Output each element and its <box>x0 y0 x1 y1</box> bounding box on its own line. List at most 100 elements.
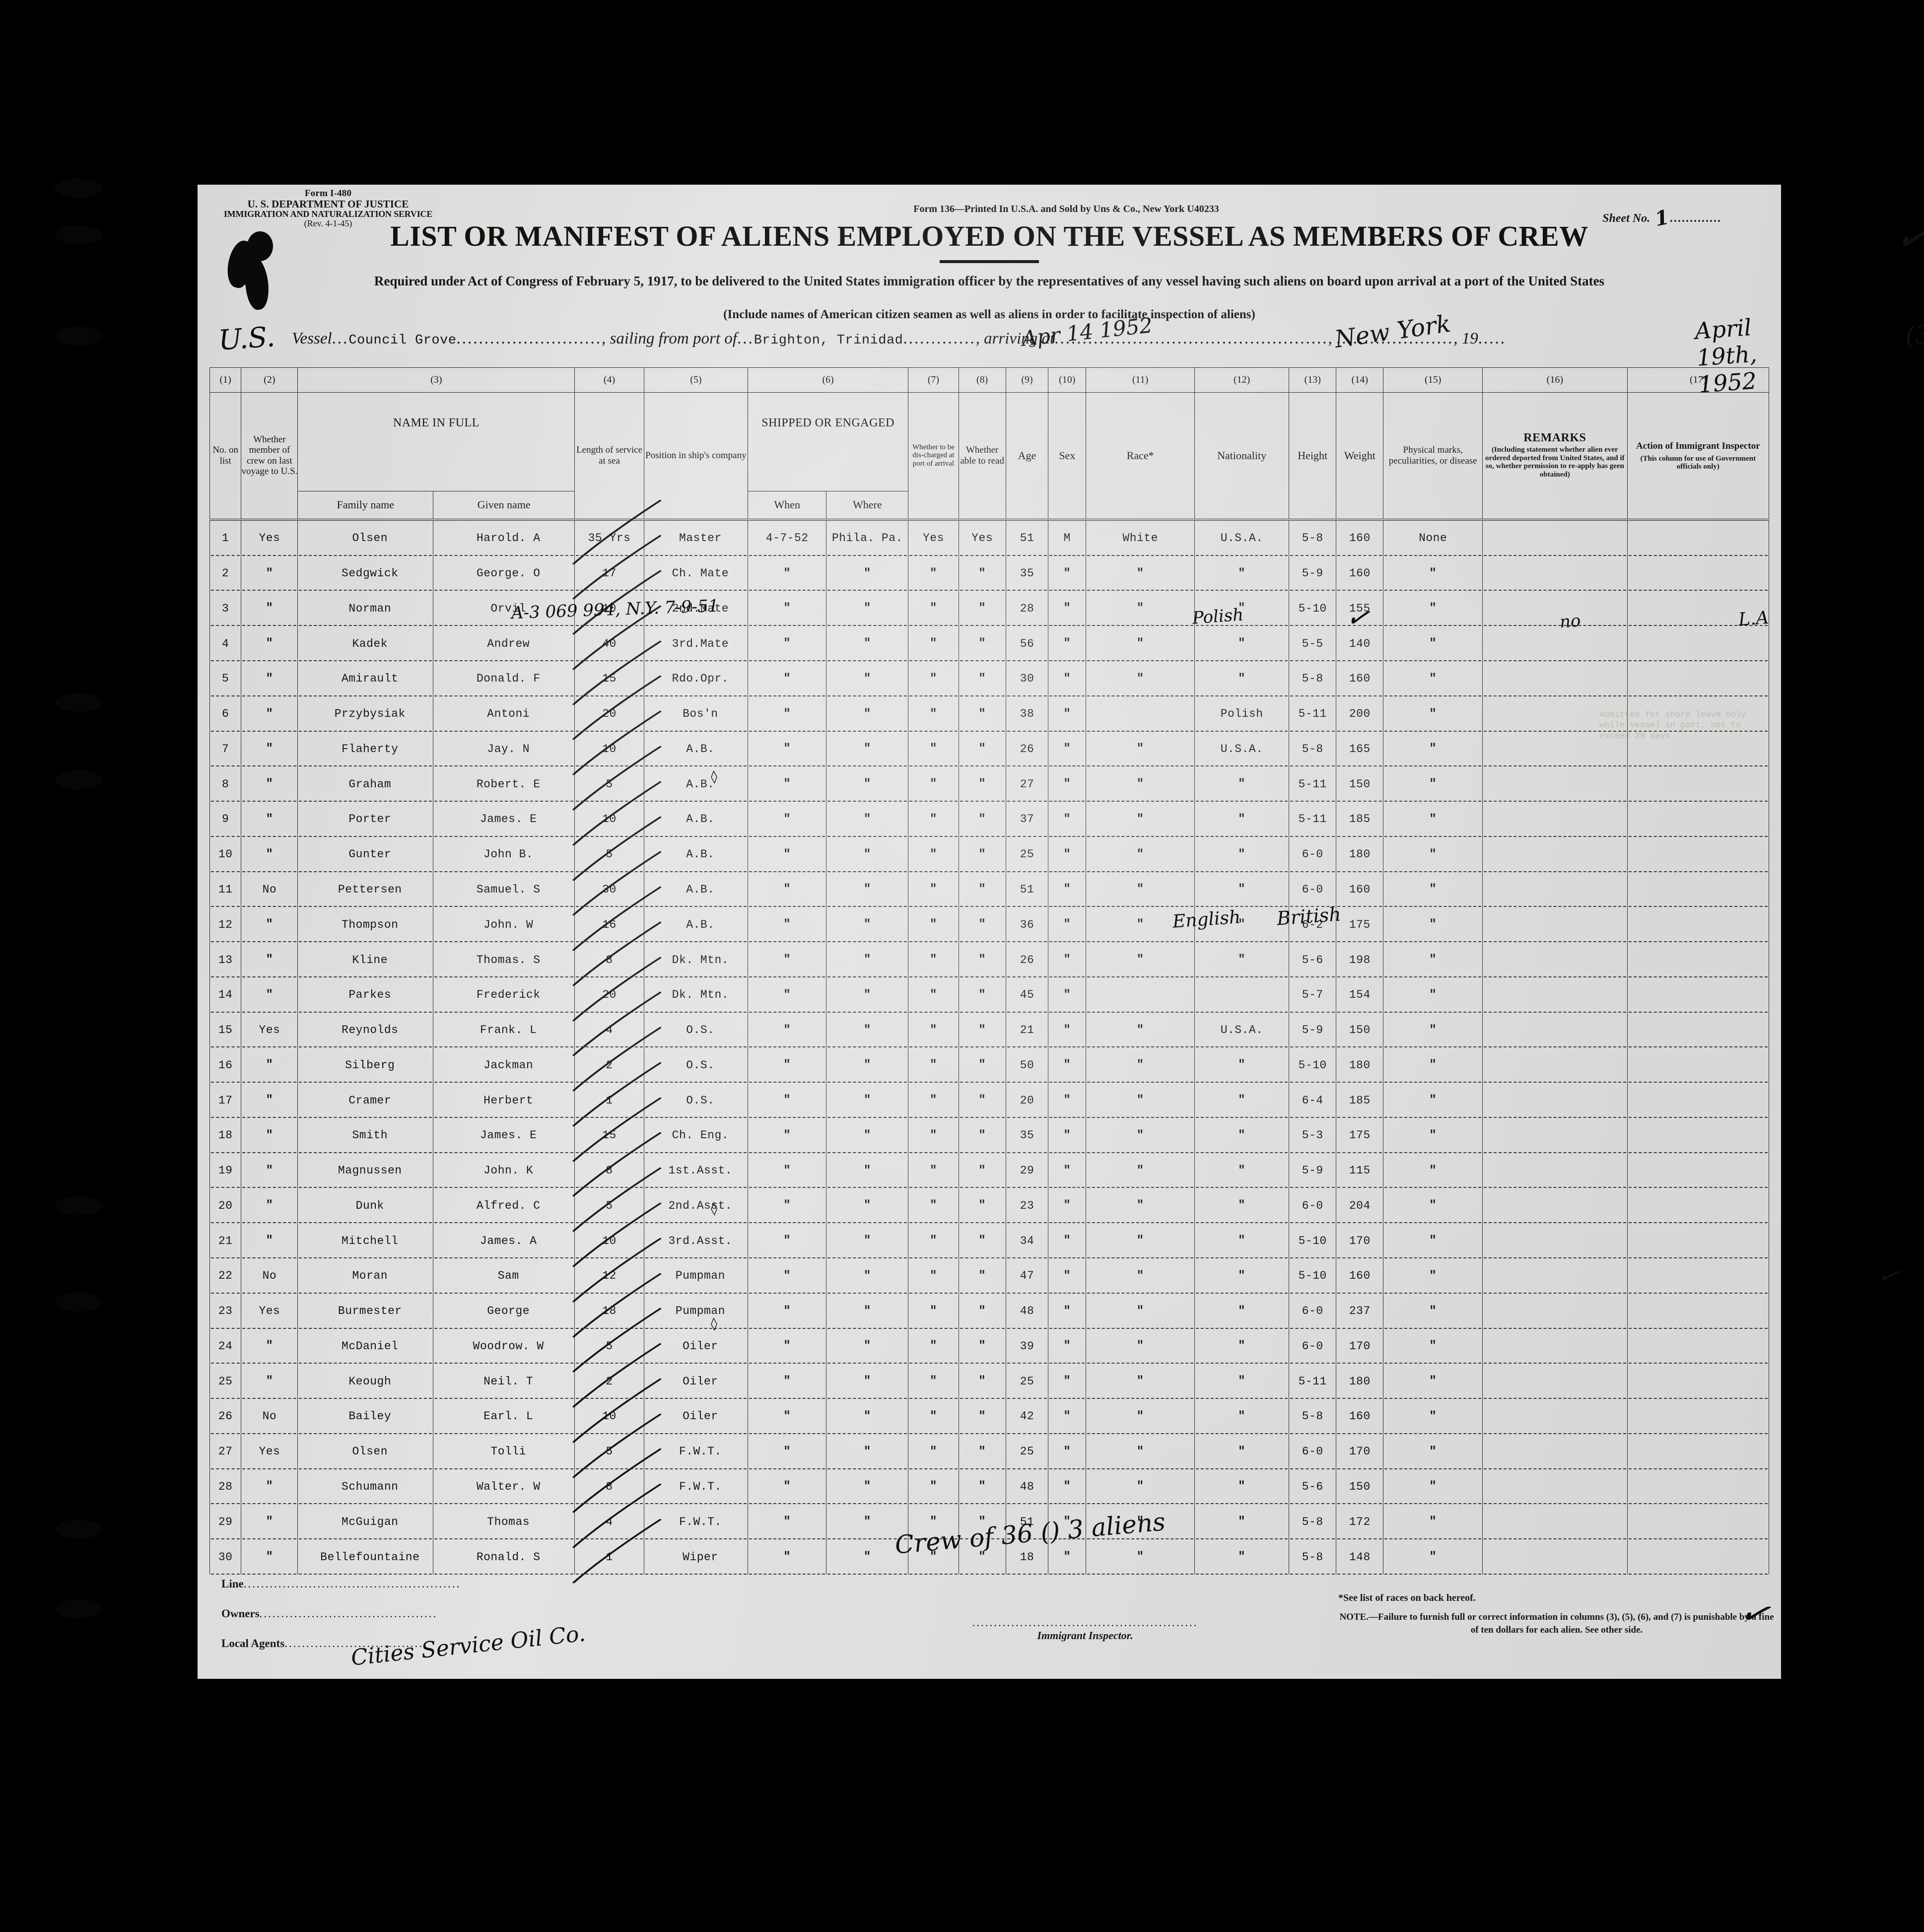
whether-able-to-read-value: " <box>978 1375 986 1388</box>
cell-family-name: McGuigan <box>297 1504 434 1540</box>
family-name-value: Pettersen <box>338 883 402 896</box>
shipped-when-value: " <box>783 1339 791 1353</box>
cell-inspector-action <box>1627 1258 1770 1294</box>
age-value: 29 <box>1020 1164 1034 1177</box>
cell-whether-discharged: " <box>908 696 959 732</box>
cell-family-name: Bailey <box>297 1399 434 1434</box>
cell-shipped-where: " <box>826 1223 909 1259</box>
cell-inspector-action <box>1627 1434 1770 1469</box>
cell-crew-last-voyage: " <box>241 1047 298 1083</box>
crew-last-voyage-value: " <box>266 1339 274 1353</box>
position-value: A.B. <box>686 777 715 791</box>
race-value: " <box>1136 602 1144 616</box>
cell-physical-marks: " <box>1383 1188 1483 1224</box>
cell-given-name: Frank. L <box>433 1012 575 1048</box>
crew-last-voyage-value: " <box>266 953 274 966</box>
sheet-number-field: Sheet No. 1 ............. <box>1602 204 1721 231</box>
header-given-name: Given name <box>433 490 575 521</box>
given-name-value: Thomas <box>487 1515 530 1528</box>
cell-nationality: " <box>1194 626 1290 661</box>
given-name-value: George <box>487 1305 530 1318</box>
position-value: A.B. <box>686 848 715 861</box>
cell-position: O.S. <box>643 1012 748 1048</box>
weight-value: 185 <box>1349 813 1371 826</box>
crew-last-voyage-value: Yes <box>259 1024 280 1037</box>
crew-last-voyage-value: Yes <box>259 1445 280 1458</box>
row-number-value: 7 <box>222 742 229 756</box>
race-value: " <box>1136 1515 1144 1529</box>
cell-length-of-service: 16 <box>572 886 662 951</box>
cell-shipped-where: " <box>826 731 909 767</box>
cell-nationality: " <box>1194 1434 1290 1469</box>
height-value: 5-11 <box>1298 707 1327 721</box>
whether-discharged-value: " <box>929 777 937 791</box>
cell-inspector-action <box>1627 1223 1770 1259</box>
position-value: F.W.T. <box>679 1480 722 1493</box>
cell-height: 5-10 <box>1289 1047 1337 1083</box>
position-value: 1st.Asst. <box>668 1164 733 1177</box>
table-row: 5 " Amirault Donald. F 15 Rdo.Opr. " " " " 30 " " " 5-… <box>209 640 1770 705</box>
cell-race: " <box>1086 907 1195 943</box>
cell-given-name: Walter. W <box>433 1469 575 1505</box>
cell-shipped-when: " <box>747 977 827 1013</box>
header-physical-marks: Physical marks, peculiarities, or diseas… <box>1383 392 1483 521</box>
cell-weight: 170 <box>1336 1434 1384 1469</box>
crew-last-voyage-value: " <box>266 742 274 756</box>
cell-given-name: Woodrow. W <box>433 1328 575 1364</box>
cell-given-name: Sam <box>433 1258 575 1294</box>
cell-sex: M <box>1048 519 1087 556</box>
whether-discharged-value: " <box>929 707 937 721</box>
weight-value: 170 <box>1349 1445 1371 1458</box>
cell-crew-last-voyage: " <box>241 626 298 661</box>
position-value: O.S. <box>686 1024 715 1037</box>
cell-whether-discharged: " <box>908 907 959 943</box>
cell-crew-last-voyage: " <box>241 907 298 943</box>
weight-value: 160 <box>1349 883 1371 896</box>
cell-age: 30 <box>1005 661 1049 696</box>
physical-marks-value: " <box>1429 847 1437 861</box>
cell-race: " <box>1086 731 1195 767</box>
cell-row-number: 4 <box>209 626 242 661</box>
cell-row-number: 23 <box>209 1293 242 1329</box>
cell-age: 26 <box>1005 942 1049 977</box>
shipped-where-value: " <box>863 1339 871 1353</box>
cell-crew-last-voyage: " <box>241 802 298 837</box>
cell-whether-able-to-read: " <box>958 555 1006 591</box>
cell-position: 3rd.Mate <box>643 626 748 661</box>
length-of-service-value: 18 <box>602 1305 617 1318</box>
cell-inspector-action <box>1627 1328 1770 1364</box>
height-value: 6-0 <box>1302 883 1323 896</box>
cell-whether-discharged: " <box>908 836 959 872</box>
shipped-where-value: " <box>863 1234 871 1248</box>
shipped-when-value: " <box>783 847 791 861</box>
family-name-value: Przybysiak <box>334 707 406 721</box>
row-number-value: 18 <box>218 1129 233 1142</box>
cell-physical-marks: " <box>1383 1153 1483 1188</box>
cell-sex: " <box>1048 1117 1087 1153</box>
colnum-8: (8) <box>958 367 1006 393</box>
sex-value: " <box>1063 1445 1071 1458</box>
cell-crew-last-voyage: Yes <box>241 1293 298 1329</box>
cell-row-number: 17 <box>209 1083 242 1118</box>
shipped-when-value: " <box>783 777 791 791</box>
cell-nationality <box>1194 977 1290 1013</box>
cell-given-name: Orvil <box>433 591 575 626</box>
cell-shipped-where: " <box>826 872 909 907</box>
cell-weight: 237 <box>1336 1293 1384 1329</box>
cell-nationality: " <box>1194 1364 1290 1399</box>
cell-shipped-when: " <box>747 1293 827 1329</box>
cell-inspector-action <box>1627 1293 1770 1329</box>
cell-nationality: " <box>1194 1153 1290 1188</box>
cell-remarks <box>1482 1328 1628 1364</box>
race-value: " <box>1136 847 1144 861</box>
agency-department: U. S. DEPARTMENT OF JUSTICE <box>247 198 409 210</box>
cell-shipped-where: " <box>826 1364 909 1399</box>
cell-remarks <box>1482 1469 1628 1505</box>
cell-position: Wiper <box>643 1539 748 1575</box>
given-name-value: Jackman <box>483 1058 534 1072</box>
cell-given-name: James. E <box>433 1117 575 1153</box>
cell-shipped-where: " <box>826 907 909 943</box>
length-of-service-value: 8 <box>606 953 613 966</box>
vessel-label: Vessel <box>292 330 332 347</box>
age-value: 34 <box>1020 1234 1034 1247</box>
